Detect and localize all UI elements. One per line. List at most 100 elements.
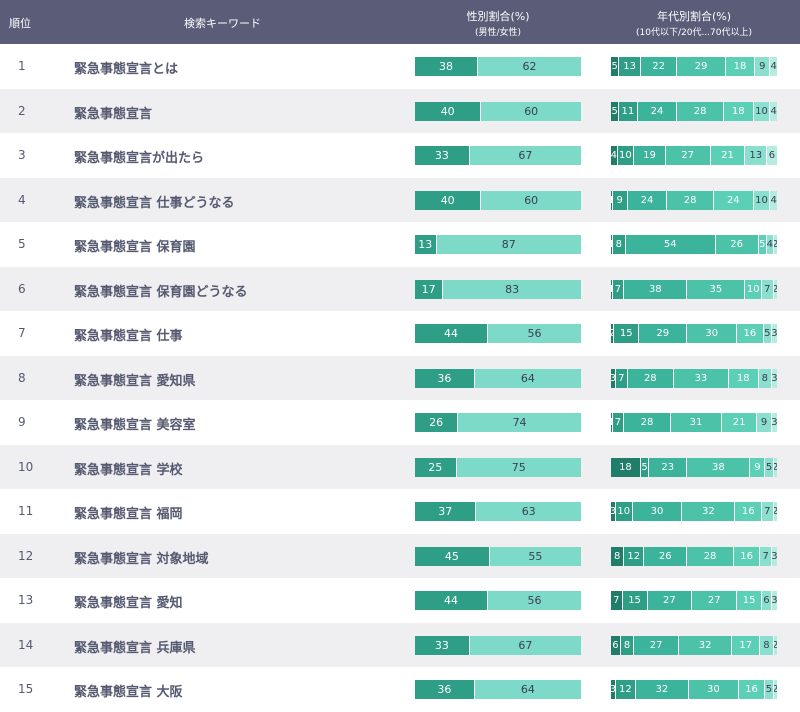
age-bar-segment-20s: 10 <box>617 146 635 165</box>
age-bar-segment-40s: 35 <box>687 279 746 299</box>
age-bar-segment-40s: 30 <box>687 324 738 343</box>
age-bar-segment-10s: 8 <box>611 546 625 566</box>
age-bar-segment-10s: 6 <box>611 635 621 655</box>
gender-bar-segment-female: 60 <box>481 101 581 121</box>
search-keyword: 緊急事態宣言 福岡 <box>74 507 183 522</box>
age-bar-segment-60s: 6 <box>762 591 772 610</box>
age-bar-segment-10s: 5 <box>611 57 620 76</box>
age-bar-segment-30s: 29 <box>639 324 688 343</box>
age-bar-segment-20s: 8 <box>620 635 635 655</box>
age-bar-segment-20s: 7 <box>612 279 625 299</box>
gender-bar-segment-male: 33 <box>415 146 470 165</box>
header-gender-subtitle: (男性/女性) <box>474 28 522 38</box>
age-bar-segment-60s: 10 <box>753 101 771 121</box>
header-keyword: 検索キーワード <box>184 17 261 30</box>
age-bar: 21529301653 <box>611 324 777 343</box>
gender-bar-segment-male: 13 <box>415 235 437 254</box>
age-bar-segment-70s: 3 <box>771 413 777 432</box>
age-bar-segment-10s: 1 <box>611 413 613 432</box>
age-bar-segment-40s: 38 <box>687 457 751 477</box>
age-bar: 185426542 <box>611 235 777 254</box>
search-keyword: 緊急事態宣言 仕事 <box>74 329 183 344</box>
age-bar-segment-50s: 18 <box>725 57 756 76</box>
age-bar-segment-60s: 13 <box>745 146 767 165</box>
age-bar-segment-10s: 7 <box>611 591 623 610</box>
gender-bar: 40 60 <box>415 190 581 210</box>
rank-number: 13 <box>18 593 34 607</box>
age-bar: 1738351072 <box>611 279 777 299</box>
gender-bar-segment-female: 64 <box>474 368 581 388</box>
age-bar-segment-20s: 12 <box>624 546 645 566</box>
header-age-title: 年代別割合(%) <box>656 10 732 23</box>
header-rank: 順位 <box>9 17 31 30</box>
age-bar-segment-40s: 31 <box>670 413 723 432</box>
gender-bar-segment-female: 87 <box>436 235 581 254</box>
age-bar-segment-30s: 28 <box>627 368 675 388</box>
gender-bar: 26 74 <box>415 413 581 432</box>
age-bar-segment-50s: 15 <box>737 591 763 610</box>
age-bar-segment-60s: 10 <box>753 190 771 210</box>
search-keyword: 緊急事態宣言 学校 <box>74 462 183 478</box>
rank-number: 3 <box>18 148 26 162</box>
gender-bar-segment-male: 45 <box>415 546 490 566</box>
age-bar-segment-40s: 32 <box>682 502 736 521</box>
gender-bar-segment-male: 44 <box>415 324 489 343</box>
gender-bar-segment-female: 56 <box>488 591 581 610</box>
age-bar-segment-30s: 26 <box>644 546 688 566</box>
age-bar-segment-40s: 28 <box>677 101 724 121</box>
gender-bar-segment-female: 64 <box>474 680 581 699</box>
age-bar: 5 11 24 28 18 10 4 <box>611 101 777 121</box>
age-bar-segment-20s: 8 <box>612 235 626 254</box>
gender-bar: 44 56 <box>415 591 581 610</box>
age-bar: 7 15 27 27 15 6 3 <box>611 591 777 610</box>
age-bar-segment-30s: 38 <box>624 279 688 299</box>
age-bar-segment-70s: 3 <box>771 546 777 566</box>
age-bar-segment-10s: 1 <box>611 235 613 254</box>
age-bar-segment-50s: 5 <box>758 235 767 254</box>
rank-number: 10 <box>18 459 34 474</box>
age-bar-segment-20s: 15 <box>614 324 640 343</box>
age-bar-segment-50s: 24 <box>713 190 754 210</box>
rank-number: 1 <box>18 59 26 73</box>
age-bar-segment-70s: 2 <box>773 635 777 655</box>
table-row: 13 緊急事態宣言 愛知 44 56 7 15 27 27 15 6 3 <box>0 578 800 623</box>
age-bar-segment-60s: 8 <box>758 368 772 388</box>
gender-bar: 44 56 <box>415 324 581 343</box>
age-bar-segment-20s: 5 <box>640 457 650 477</box>
age-bar-segment-40s: 28 <box>687 546 734 566</box>
gender-bar: 13 87 <box>415 235 581 254</box>
header-gender-title: 性別割合(%) <box>466 10 530 23</box>
age-bar-segment-50s: 21 <box>710 146 746 165</box>
age-bar: 6 8 27 32 17 8 2 <box>611 635 777 655</box>
rank-number: 9 <box>18 415 26 429</box>
age-bar-segment-50s: 16 <box>738 680 766 699</box>
gender-bar: 37 63 <box>415 502 581 521</box>
search-keyword: 緊急事態宣言 愛知県 <box>74 373 196 389</box>
rank-number: 5 <box>18 237 26 251</box>
rank-number: 7 <box>18 326 26 340</box>
gender-bar-segment-female: 67 <box>469 635 581 655</box>
age-bar-segment-30s: 22 <box>640 57 678 76</box>
gender-bar-segment-female: 62 <box>478 57 581 76</box>
rank-number: 12 <box>18 548 34 563</box>
age-bar-segment-60s: 4 <box>767 235 774 254</box>
rank-number: 8 <box>18 370 26 385</box>
search-keyword: 緊急事態宣言 <box>74 106 153 122</box>
gender-bar-segment-male: 17 <box>415 279 444 299</box>
rank-number: 4 <box>18 192 26 207</box>
age-bar-segment-10s: 1 <box>611 190 613 210</box>
age-bar-segment-30s: 23 <box>649 457 688 477</box>
age-bar-segment-10s: 3 <box>611 502 616 521</box>
age-bar-segment-30s: 32 <box>635 680 689 699</box>
age-bar-segment-70s: 3 <box>771 324 777 343</box>
gender-bar: 36 64 <box>415 368 581 388</box>
search-keyword: 緊急事態宣言 保育園どうなる <box>74 284 248 300</box>
gender-bar-segment-male: 37 <box>415 502 477 521</box>
